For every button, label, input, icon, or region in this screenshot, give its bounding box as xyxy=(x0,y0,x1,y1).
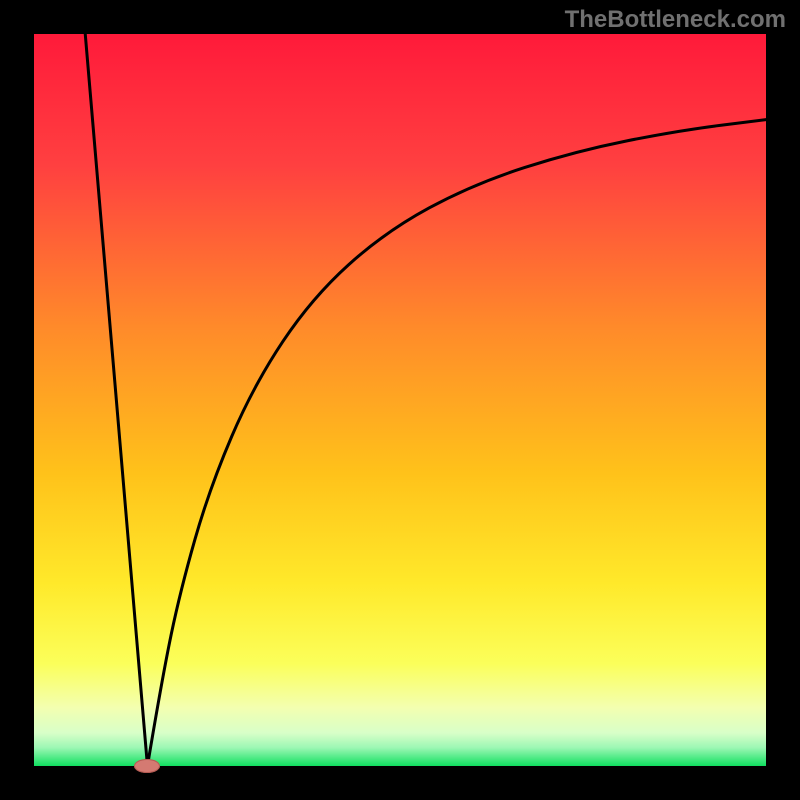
optimum-marker xyxy=(134,759,160,773)
curve-left-branch xyxy=(85,34,147,766)
watermark-text: TheBottleneck.com xyxy=(565,6,786,34)
chart-stage: TheBottleneck.com xyxy=(0,0,800,800)
curve-right-branch xyxy=(147,120,766,766)
bottleneck-curve xyxy=(34,34,766,766)
plot-area xyxy=(34,34,766,766)
